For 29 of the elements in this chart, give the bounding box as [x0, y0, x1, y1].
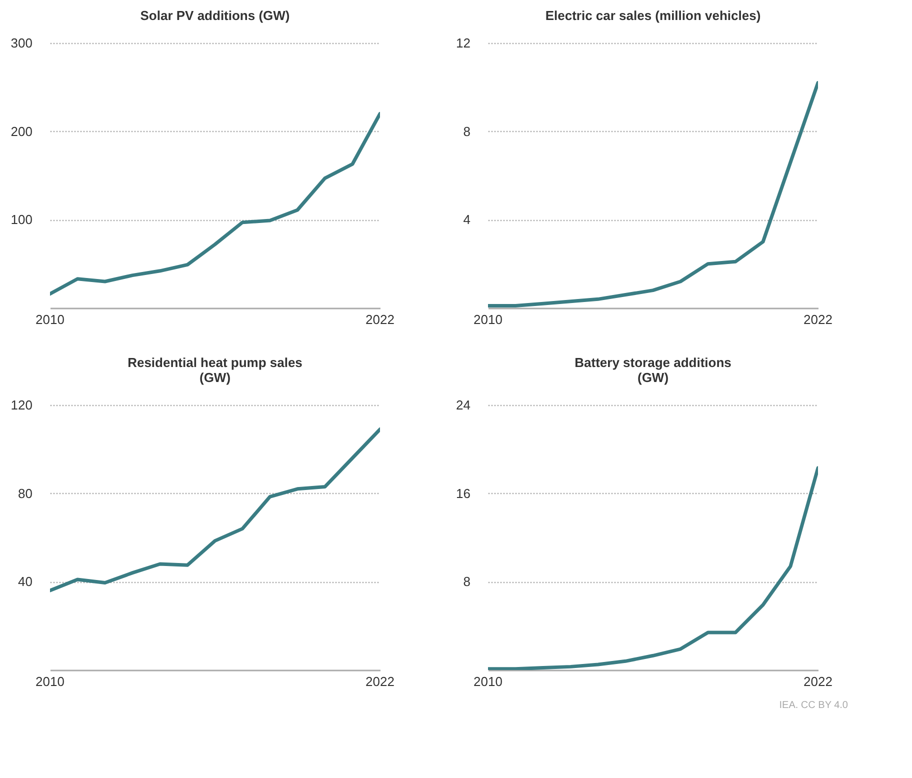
x-tick-label: 2010	[36, 674, 64, 689]
y-tick-label: 100	[10, 212, 32, 228]
chart-title: Solar PV additions (GW)	[140, 8, 290, 23]
x-tick-label: 2010	[36, 312, 64, 327]
y-tick-label: 80	[18, 486, 32, 501]
y-tick-label: 200	[10, 124, 32, 139]
y-tick-label: 16	[456, 486, 470, 501]
y-tick-label: 24	[456, 398, 470, 412]
y-tick-label: 12	[456, 36, 470, 50]
y-tick-label: 40	[18, 574, 32, 590]
y-tick-label: 4	[463, 212, 470, 228]
x-tick-label: 2010	[474, 312, 502, 327]
text: IEA. CC BY 4.0	[779, 700, 848, 711]
y-tick-label: 8	[463, 124, 470, 139]
line-series	[50, 428, 380, 592]
y-tick-label: 300	[10, 36, 32, 50]
y-tick-label: 8	[463, 574, 470, 590]
chart-title: Electric car sales (million vehicles)	[545, 8, 761, 23]
line-series	[488, 466, 818, 670]
line-series	[50, 112, 380, 296]
chart-title: Battery storage additions (GW)	[574, 355, 732, 385]
x-tick-label: 2022	[366, 674, 394, 689]
x-tick-label: 2022	[366, 312, 394, 327]
y-tick-label: 120	[10, 398, 32, 412]
chart-title: Residential heat pump sales (GW)	[128, 355, 302, 385]
x-tick-label: 2022	[804, 312, 832, 327]
x-tick-label: 2010	[474, 674, 502, 689]
line-series	[488, 81, 818, 308]
x-tick-label: 2022	[804, 674, 832, 689]
